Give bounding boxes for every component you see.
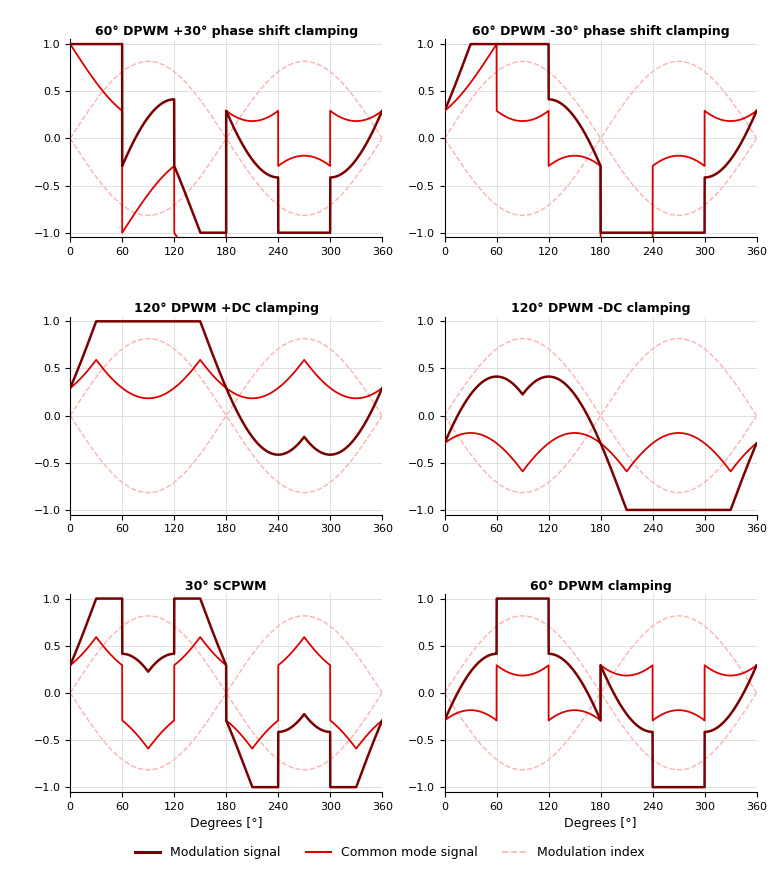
Legend: Modulation signal, Common mode signal, Modulation index: Modulation signal, Common mode signal, M… [130, 842, 650, 864]
Title: 60° DPWM clamping: 60° DPWM clamping [530, 579, 672, 592]
Title: 30° SCPWM: 30° SCPWM [186, 579, 267, 592]
X-axis label: Degrees [°]: Degrees [°] [190, 817, 262, 830]
X-axis label: Degrees [°]: Degrees [°] [565, 817, 636, 830]
Title: 120° DPWM +DC clamping: 120° DPWM +DC clamping [133, 303, 319, 316]
Title: 60° DPWM -30° phase shift clamping: 60° DPWM -30° phase shift clamping [472, 25, 729, 38]
Title: 120° DPWM -DC clamping: 120° DPWM -DC clamping [511, 303, 690, 316]
Title: 60° DPWM +30° phase shift clamping: 60° DPWM +30° phase shift clamping [94, 25, 358, 38]
